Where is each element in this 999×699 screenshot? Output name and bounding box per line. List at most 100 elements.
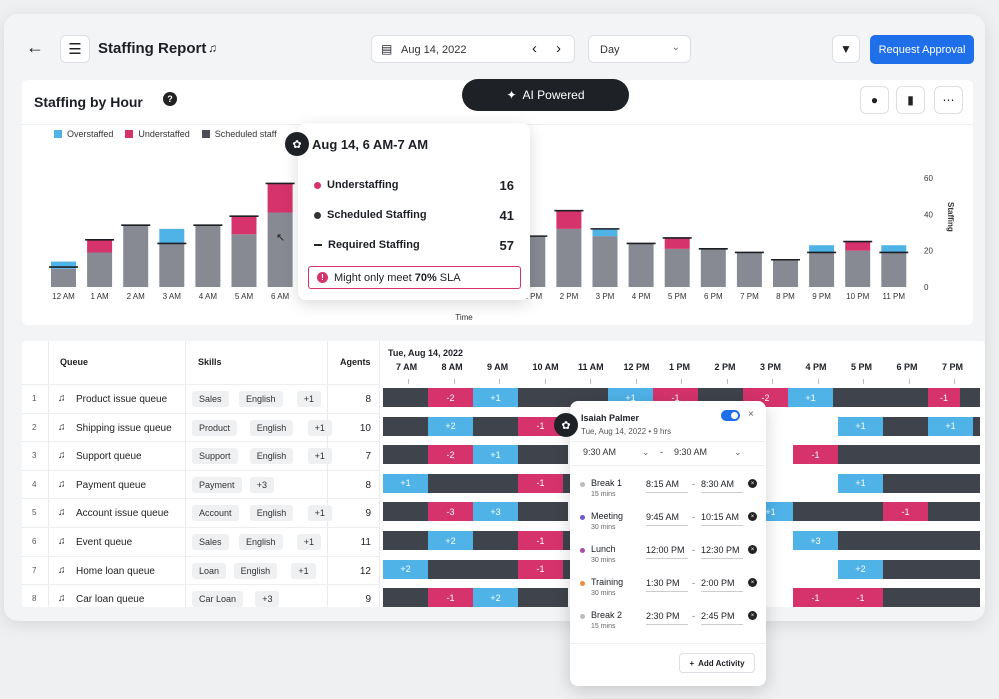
scheduled-segment[interactable] [518,588,568,607]
understaffed-segment[interactable]: -1 [518,416,563,436]
understaffed-segment[interactable]: -2 [428,445,473,465]
activity-start[interactable]: 1:30 PM [646,578,680,588]
request-approval-button[interactable]: Request Approval [870,35,974,64]
overstaffed-segment[interactable]: +2 [383,559,428,579]
scheduled-segment[interactable] [883,559,980,579]
skill-chip[interactable]: +1 [291,562,316,579]
scheduled-segment[interactable] [973,416,980,436]
chevron-down-icon[interactable]: ⌄ [734,447,742,457]
add-activity-button[interactable]: + Add Activity [679,653,755,673]
remove-icon[interactable]: × [748,611,757,620]
scheduled-segment[interactable] [428,473,518,493]
overstaffed-segment[interactable]: +1 [788,388,833,407]
chevron-left-icon[interactable]: ‹ [532,40,537,57]
scheduled-segment[interactable] [928,502,980,522]
table-row[interactable]: 1 ♫ Product issue queue Sales English +1 8 [22,384,379,412]
overstaffed-segment[interactable]: +1 [473,388,518,407]
skill-chip[interactable]: English [249,505,294,522]
scheduled-segment[interactable] [383,588,428,607]
overstaffed-segment[interactable]: +1 [838,416,883,436]
skill-chip[interactable]: Car Loan [192,591,244,607]
help-icon[interactable]: ? [163,92,177,106]
activity-end[interactable]: 2:00 PM [701,578,735,588]
remove-icon[interactable]: × [748,578,757,587]
understaffed-segment[interactable]: -3 [428,502,473,522]
shift-start[interactable]: 9:30 AM [583,447,617,457]
understaffed-segment[interactable]: -1 [793,445,838,465]
activity-item[interactable]: Break 1 15 mins 8:15 AM -8:30 AM × [580,478,760,508]
scheduled-segment[interactable] [383,388,428,407]
activity-start[interactable]: 8:15 AM [646,479,680,489]
lightbulb-icon[interactable]: ● [860,86,889,114]
date-picker[interactable]: ▤ Aug 14, 2022 ‹ › [371,35,575,63]
skill-chip[interactable]: English [239,391,283,407]
activity-item[interactable]: Lunch 30 mins 12:00 PM -12:30 PM × [580,544,760,574]
skill-chip[interactable]: +1 [296,391,322,407]
understaffed-segment[interactable]: -1 [883,502,928,522]
table-row[interactable]: 3 ♫ Support queue Support English +1 7 [22,441,379,469]
activity-item[interactable]: Training 30 mins 1:30 PM -2:00 PM × [580,577,760,607]
overstaffed-segment[interactable]: +1 [383,473,428,493]
skill-chip[interactable]: +1 [307,505,332,522]
table-row[interactable]: 4 ♫ Payment queue Payment +3 8 [22,469,379,498]
remove-icon[interactable]: × [748,479,757,488]
understaffed-segment[interactable]: -1 [928,388,960,407]
scheduled-segment[interactable] [793,502,883,522]
scheduled-segment[interactable] [518,445,568,465]
activity-end[interactable]: 2:45 PM [701,611,735,621]
scheduled-segment[interactable] [383,416,428,436]
remove-icon[interactable]: × [748,545,757,554]
overstaffed-segment[interactable]: +3 [793,531,838,550]
filter-icon[interactable]: ▼ [832,35,860,63]
skill-chip[interactable]: +3 [249,476,275,493]
table-row[interactable]: 6 ♫ Event queue Sales English +1 11 [22,527,379,555]
close-icon[interactable]: × [748,409,754,420]
scheduled-segment[interactable] [838,531,980,550]
overstaffed-segment[interactable]: +2 [428,416,473,436]
schedule-toggle[interactable] [721,410,740,421]
chevron-right-icon[interactable]: › [556,40,561,57]
overstaffed-segment[interactable]: +2 [838,559,883,579]
understaffed-segment[interactable]: -1 [518,531,563,550]
understaffed-segment[interactable]: -1 [838,588,883,607]
activity-start[interactable]: 12:00 PM [646,545,685,555]
chevron-down-icon[interactable]: ⌄ [642,447,650,457]
activity-end[interactable]: 12:30 PM [701,545,740,555]
back-arrow-icon[interactable]: ← [26,36,44,57]
overstaffed-segment[interactable]: +1 [838,473,883,493]
scheduled-segment[interactable] [838,445,980,465]
scheduled-segment[interactable] [833,388,928,407]
scheduled-segment[interactable] [383,502,428,522]
overstaffed-segment[interactable]: +3 [473,502,518,522]
understaffed-segment[interactable]: -2 [428,388,473,407]
scheduled-segment[interactable] [518,502,568,522]
ai-powered-badge[interactable]: ✦ AI Powered [462,79,629,111]
understaffed-segment[interactable]: -1 [518,559,563,579]
skill-chip[interactable]: Sales [192,534,229,550]
skill-chip[interactable]: English [249,419,294,436]
skill-chip[interactable]: +1 [307,419,332,436]
skill-chip[interactable]: Payment [192,476,242,493]
overstaffed-segment[interactable]: +2 [473,588,518,607]
table-row[interactable]: 5 ♫ Account issue queue Account English +1 9 [22,498,379,526]
remove-icon[interactable]: × [748,512,757,521]
scheduled-segment[interactable] [383,531,428,550]
bar-chart-icon[interactable]: ▮ [896,86,925,114]
scheduled-segment[interactable] [883,588,980,607]
scheduled-segment[interactable] [428,559,518,579]
overstaffed-segment[interactable]: +2 [428,531,473,550]
understaffed-segment[interactable]: -1 [518,473,563,493]
activity-item[interactable]: Meeting 30 mins 9:45 AM -10:15 AM × [580,511,760,541]
skill-chip[interactable]: English [233,562,278,579]
activity-start[interactable]: 9:45 AM [646,512,680,522]
scheduled-segment[interactable] [473,416,518,436]
understaffed-segment[interactable]: -1 [428,588,473,607]
skill-chip[interactable]: +3 [255,591,280,607]
overstaffed-segment[interactable]: +1 [473,445,518,465]
overstaffed-segment[interactable]: +1 [928,416,973,436]
menu-icon[interactable]: ☰ [60,35,90,63]
activity-end[interactable]: 8:30 AM [701,479,735,489]
skill-chip[interactable]: Product [192,419,238,436]
skill-chip[interactable]: Sales [192,391,229,407]
shift-end[interactable]: 9:30 AM [674,447,708,457]
